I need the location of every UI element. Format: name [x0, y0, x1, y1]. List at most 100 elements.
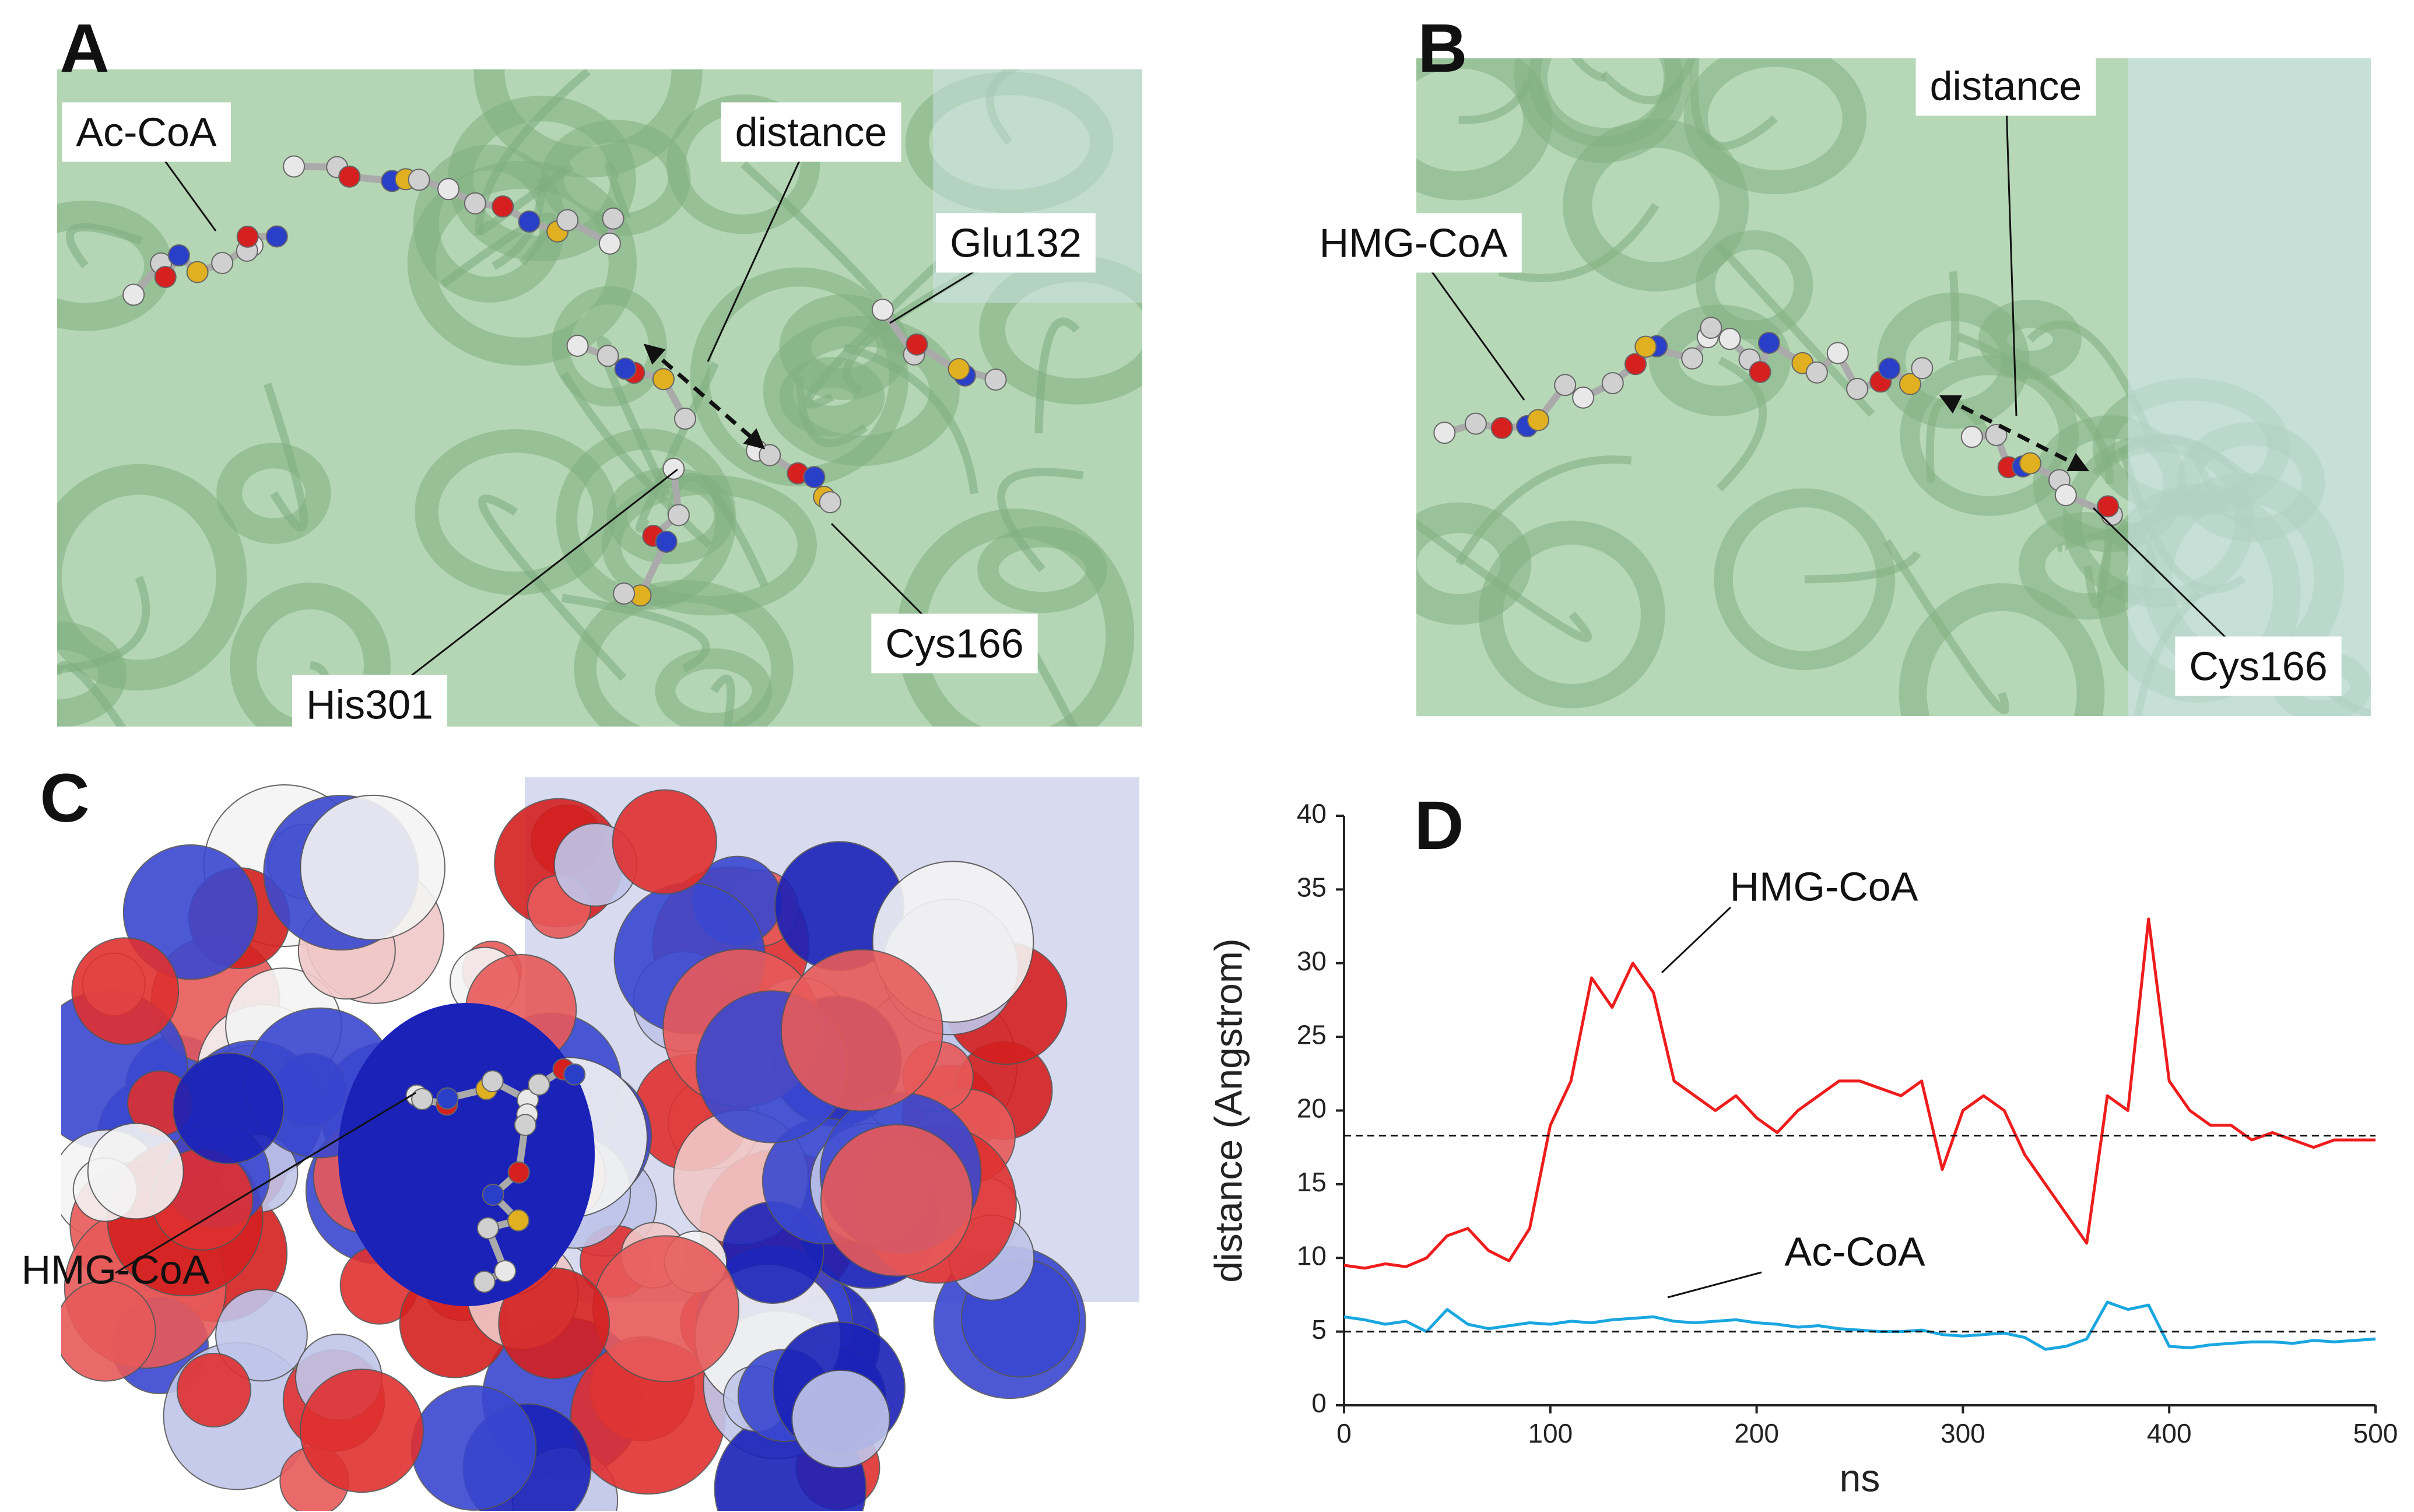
atom — [613, 582, 636, 605]
atom — [411, 1088, 434, 1111]
x-axis-label: ns — [1840, 1456, 1880, 1499]
atom — [476, 1217, 499, 1240]
callout-label: Glu132 — [950, 220, 1082, 265]
loop — [1034, 317, 1080, 434]
helix — [602, 475, 817, 616]
callout-label: Ac-CoA — [76, 109, 216, 155]
helix — [1478, 520, 1665, 708]
atom — [1624, 353, 1647, 376]
callout-box — [871, 613, 1038, 673]
callout-box — [2175, 636, 2342, 696]
surface-patch — [791, 1369, 890, 1469]
y-tick-label: 40 — [1297, 798, 1327, 829]
surface-patch — [592, 1235, 739, 1383]
callout: Cys166 — [830, 522, 1038, 673]
x-tick-label: 200 — [1734, 1418, 1779, 1448]
callout-label: distance — [735, 109, 887, 155]
callout-box — [1305, 213, 1522, 273]
leader-line — [115, 1092, 416, 1274]
atom — [602, 207, 624, 230]
helix — [447, 96, 636, 262]
helix — [473, 69, 703, 178]
atom — [652, 368, 675, 391]
atom — [494, 1260, 517, 1282]
binding-pocket — [338, 1003, 595, 1306]
atom — [186, 261, 209, 283]
helix — [1899, 583, 2105, 716]
atom — [1601, 372, 1624, 395]
helix — [779, 294, 909, 401]
callout: His301 — [292, 468, 678, 735]
loop — [1883, 539, 2010, 714]
helix — [763, 316, 960, 466]
helix — [415, 429, 617, 595]
atom — [1554, 374, 1577, 397]
callout-box — [292, 675, 447, 735]
atom — [871, 299, 894, 321]
loop — [1804, 550, 1921, 584]
atom — [1757, 332, 1780, 355]
atom — [1911, 357, 1934, 380]
leader-line — [369, 468, 678, 709]
x-tick-label: 100 — [1528, 1418, 1573, 1448]
x-tick-label: 300 — [1941, 1418, 1985, 1448]
atom — [984, 368, 1007, 391]
atom — [1718, 328, 1741, 350]
atom — [803, 466, 826, 489]
atom — [597, 345, 619, 367]
atom — [1878, 357, 1901, 380]
callout-box — [721, 102, 901, 162]
y-tick-label: 20 — [1297, 1093, 1327, 1124]
atom — [507, 1161, 530, 1184]
atom — [236, 225, 259, 248]
surface-patch — [122, 844, 259, 980]
surface-patch — [820, 1124, 973, 1277]
loop — [1455, 455, 1632, 566]
loop — [1498, 202, 1659, 282]
series-line — [1343, 1300, 2376, 1351]
surface-patch — [612, 789, 717, 894]
loop — [2083, 501, 2116, 609]
loop — [710, 675, 735, 727]
atom — [563, 1063, 586, 1086]
loop — [1571, 58, 1606, 82]
callout-box — [62, 102, 231, 162]
loop — [1690, 58, 1778, 150]
atom — [566, 334, 589, 357]
atom — [338, 165, 361, 188]
atom — [1749, 360, 1771, 383]
callout-label: distance — [1930, 63, 2082, 108]
atom — [1700, 317, 1722, 339]
loop — [263, 383, 308, 532]
y-tick-label: 35 — [1297, 872, 1327, 903]
leader-line — [1661, 906, 1732, 974]
surface-patch — [87, 1122, 184, 1220]
atom — [673, 408, 696, 430]
atom — [1846, 378, 1869, 401]
y-tick-label: 10 — [1297, 1240, 1327, 1271]
callout-label: His301 — [306, 682, 433, 727]
y-tick-label: 15 — [1297, 1167, 1327, 1197]
x-tick-label: 0 — [1336, 1418, 1352, 1448]
atom — [481, 1070, 504, 1093]
loop — [1600, 58, 1696, 104]
atom — [1572, 386, 1595, 409]
x-tick-label: 400 — [2147, 1418, 2192, 1448]
callout-box — [936, 213, 1096, 273]
atom — [655, 530, 678, 553]
helix — [57, 464, 247, 691]
leader-line — [1667, 1271, 1762, 1299]
atom — [759, 444, 781, 466]
callout-label: Cys166 — [885, 620, 1023, 666]
atom — [122, 283, 145, 306]
loop — [65, 223, 143, 269]
atom — [1433, 422, 1456, 444]
helix — [1714, 488, 1896, 671]
loop — [741, 161, 883, 302]
atom — [518, 210, 541, 233]
loop — [843, 343, 978, 494]
loop — [1716, 356, 1767, 492]
atom — [556, 209, 579, 231]
